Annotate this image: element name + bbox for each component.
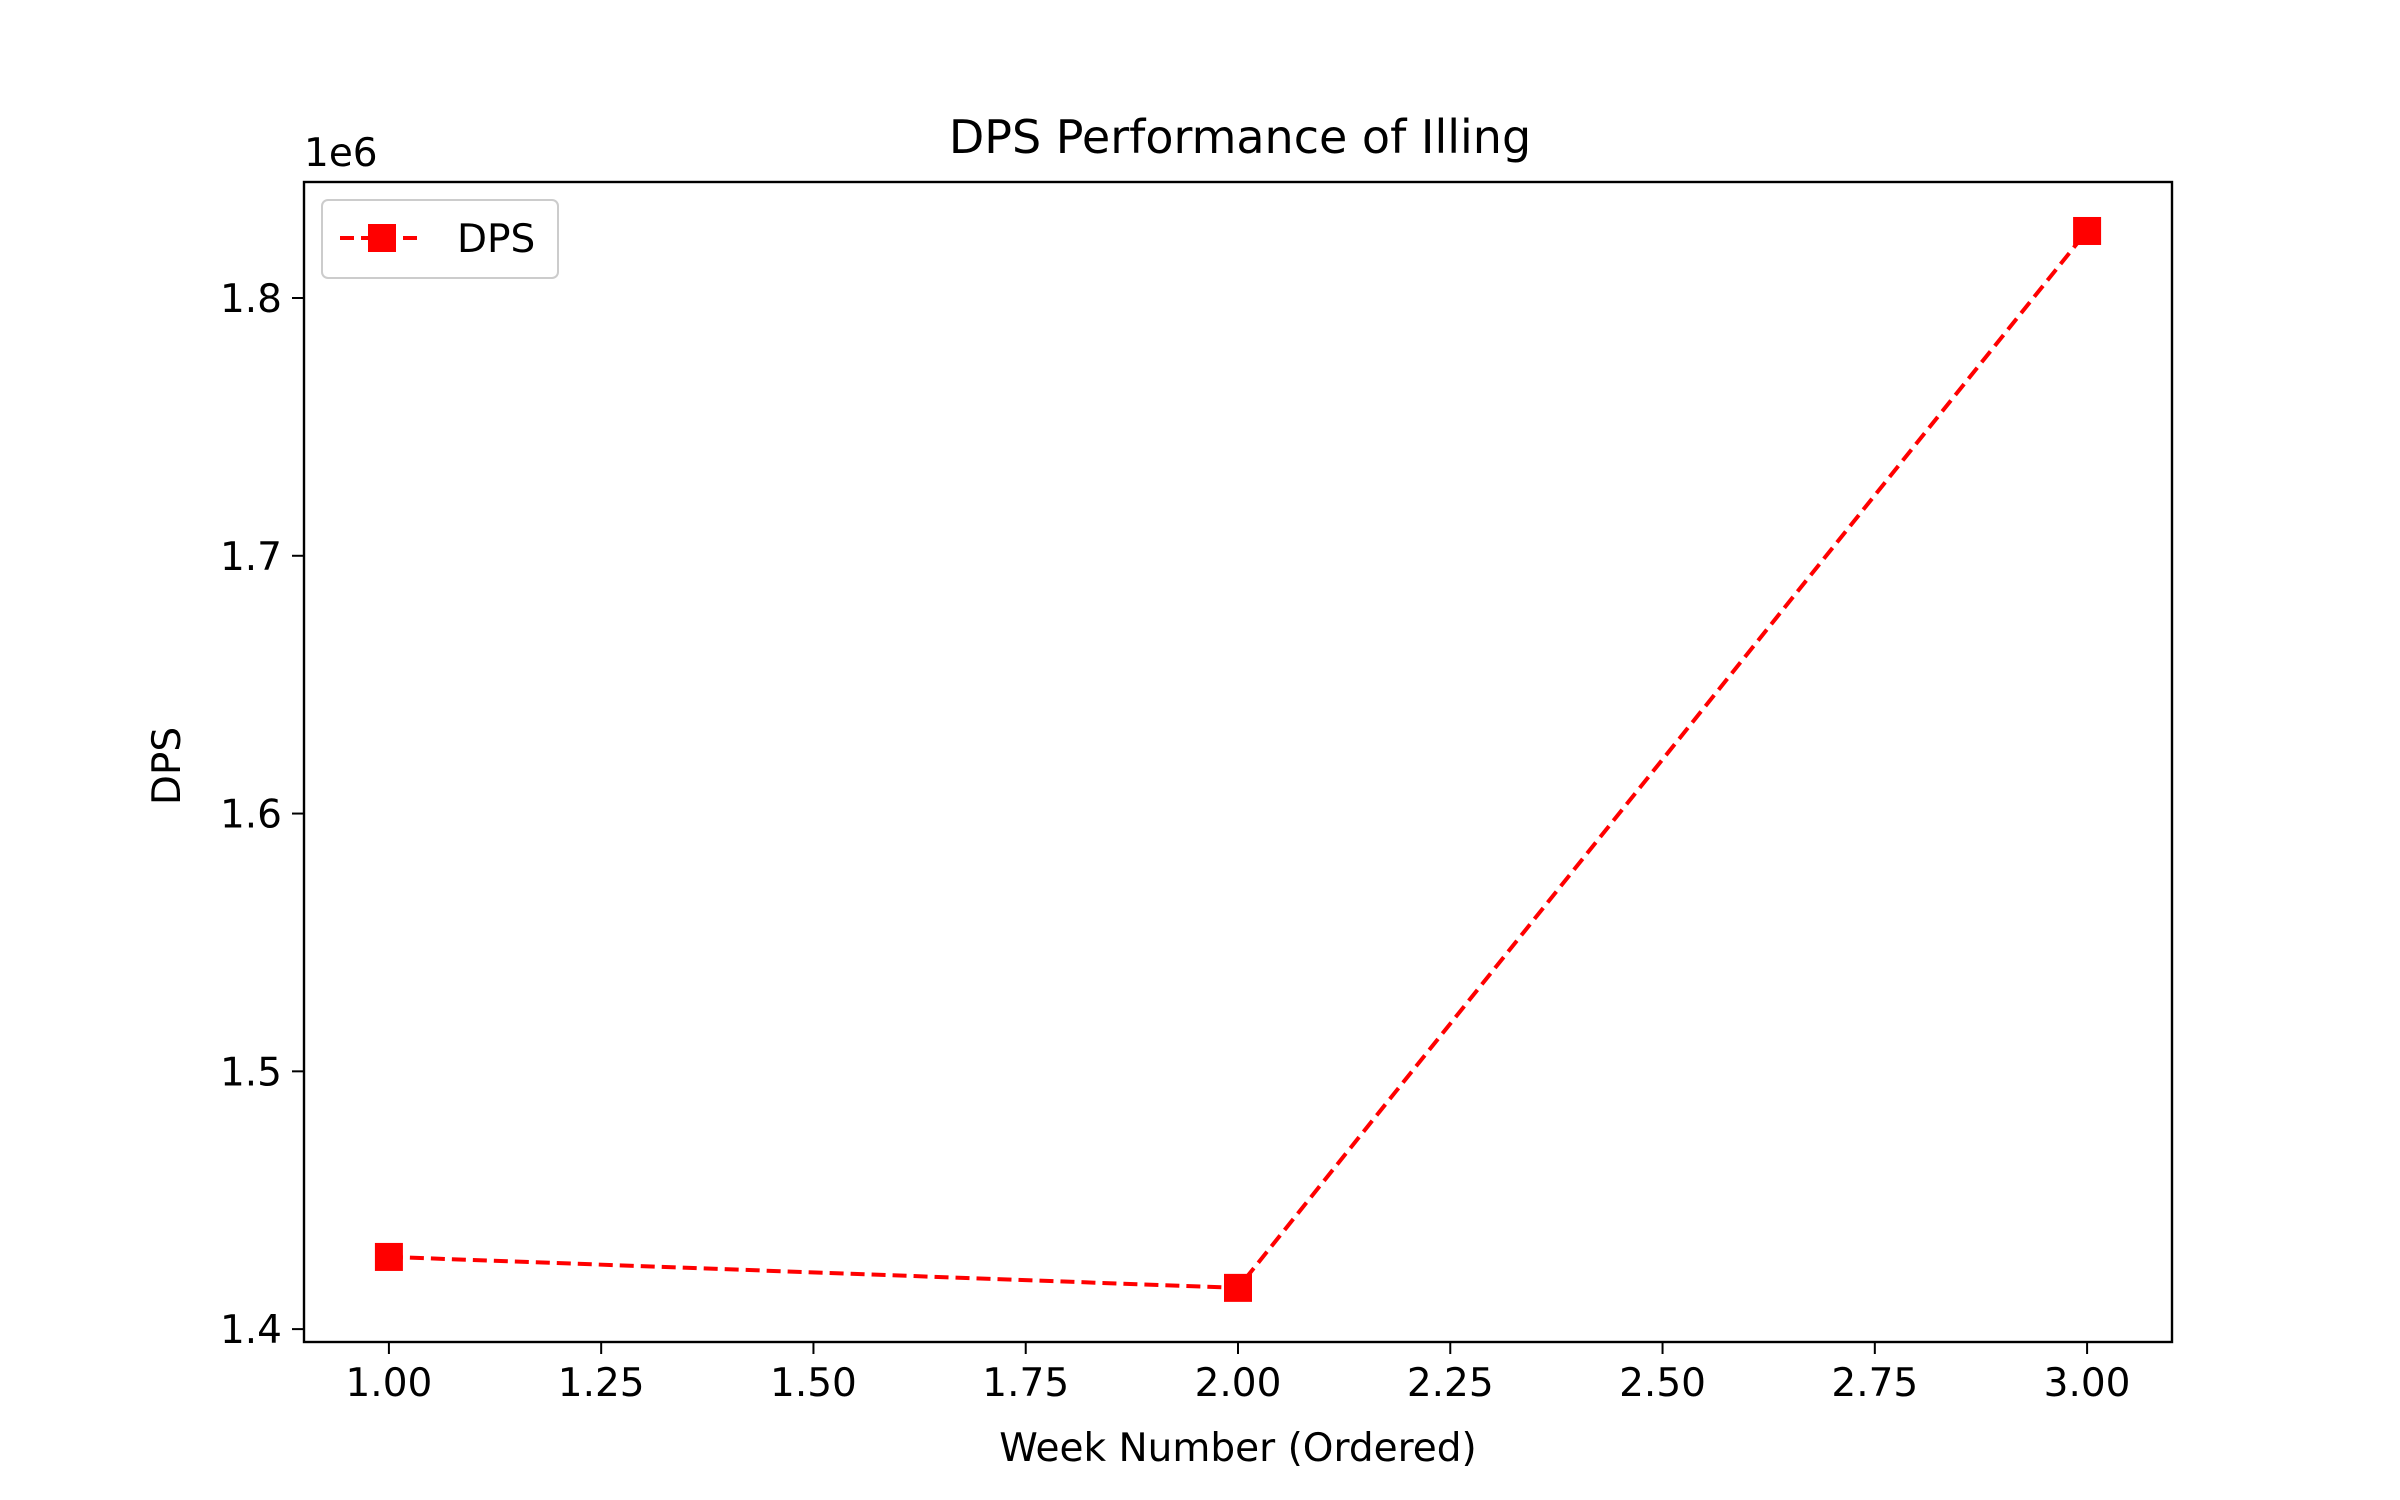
x-tick-label: 2.75 — [1831, 1361, 1918, 1406]
chart-title: DPS Performance of Illing — [949, 110, 1531, 164]
x-tick-label: 3.00 — [2044, 1361, 2131, 1406]
x-tick-label: 1.00 — [345, 1361, 432, 1406]
legend-box — [321, 199, 559, 279]
y-tick-label: 1.8 — [220, 277, 282, 322]
y-tick-label: 1.6 — [220, 793, 282, 838]
data-point-marker — [2073, 216, 2102, 245]
x-tick-label: 2.00 — [1195, 1361, 1282, 1406]
legend-label: DPS — [457, 217, 535, 262]
x-tick-label: 2.50 — [1619, 1361, 1706, 1406]
x-tick-label: 2.25 — [1407, 1361, 1494, 1406]
legend: DPS — [321, 199, 559, 279]
data-point-marker — [1224, 1273, 1252, 1302]
y-tick-label: 1.5 — [220, 1050, 282, 1095]
y-offset-label: 1e6 — [304, 131, 378, 176]
y-tick-label: 1.7 — [220, 535, 282, 580]
x-tick-label: 1.50 — [770, 1361, 857, 1406]
series-layer — [374, 216, 2102, 1302]
x-tick-label: 1.25 — [558, 1361, 645, 1406]
axis-ticks: 1.00 1.25 1.50 1.75 2.00 2.25 2.50 2.75 3.00 1.4 1… — [220, 277, 2131, 1406]
plot-frame — [302, 180, 2174, 1344]
y-tick-label: 1.4 — [220, 1308, 282, 1353]
legend-marker-sample — [368, 224, 396, 252]
data-point-marker — [374, 1242, 403, 1271]
x-tick-label: 1.75 — [982, 1361, 1069, 1406]
x-axis-title: Week Number (Ordered) — [999, 1426, 1476, 1471]
plot-area — [304, 182, 2172, 1342]
y-axis-title: DPS — [145, 727, 190, 805]
